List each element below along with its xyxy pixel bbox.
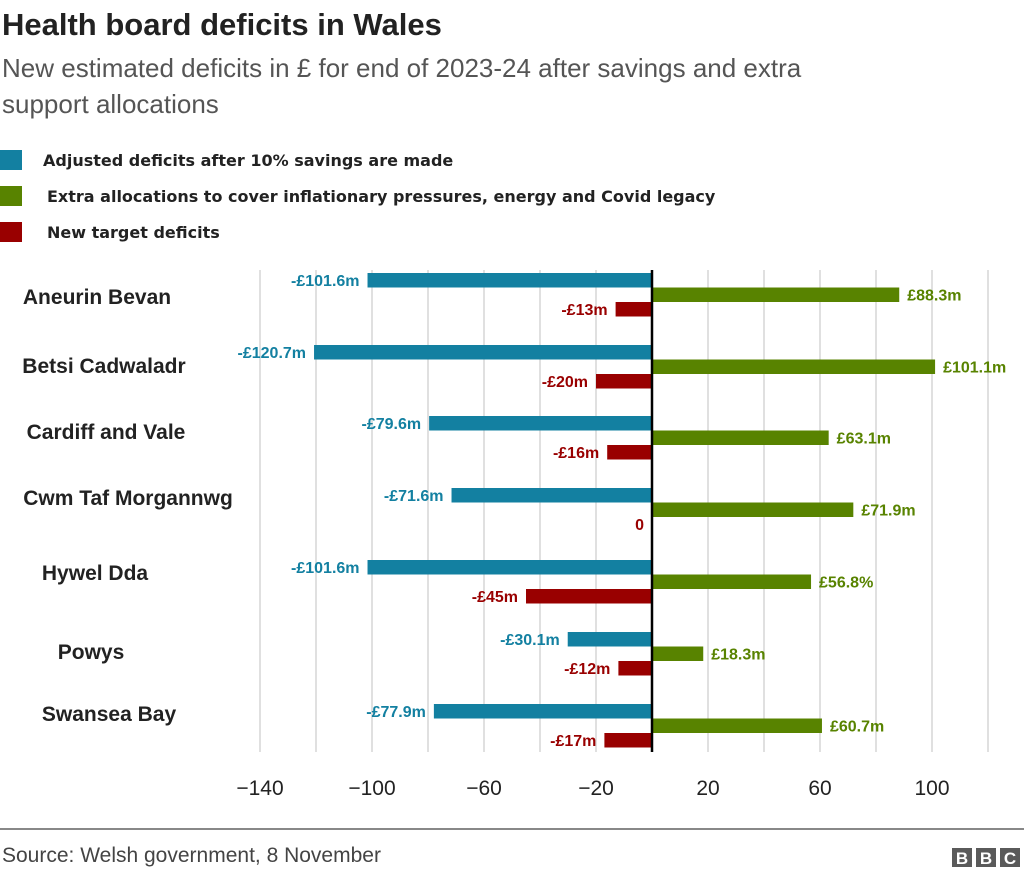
x-tick-label: 100 bbox=[914, 777, 949, 800]
value-label-target: -£13m bbox=[561, 302, 607, 319]
bar-target bbox=[607, 445, 652, 460]
chart-title: Health board deficits in Wales bbox=[2, 7, 442, 42]
bar-adjusted bbox=[567, 632, 652, 647]
subtitle-line-2: support allocations bbox=[2, 89, 219, 119]
x-tick-label: 60 bbox=[808, 777, 831, 800]
value-label-target: -£20m bbox=[542, 374, 588, 391]
value-label-adjusted: -£79.6m bbox=[362, 416, 422, 433]
x-tick-label: 20 bbox=[696, 777, 719, 800]
value-label-adjusted: -£77.9m bbox=[366, 704, 426, 721]
value-label-target: -£45m bbox=[472, 589, 518, 606]
legend-swatch-adjusted bbox=[0, 150, 22, 170]
legend-label-target: New target deficits bbox=[47, 223, 220, 242]
bar-adjusted bbox=[429, 416, 652, 431]
legend-label-adjusted: Adjusted deficits after 10% savings are … bbox=[43, 151, 453, 170]
bar-target bbox=[526, 589, 652, 604]
bar-allocations bbox=[652, 646, 704, 661]
category-label: Hywel Dda bbox=[42, 562, 149, 585]
value-label-target: -£16m bbox=[553, 445, 599, 462]
category-label: Swansea Bay bbox=[42, 703, 177, 726]
bbc-logo-block bbox=[952, 848, 972, 867]
source-text: Source: Welsh government, 8 November bbox=[2, 844, 381, 867]
bbc-logo-block bbox=[1000, 848, 1020, 867]
bar-target bbox=[615, 302, 652, 317]
value-label-adjusted: -£71.6m bbox=[384, 488, 444, 505]
bbc-logo-block bbox=[976, 848, 996, 867]
bbc-logo-letter: B bbox=[980, 849, 992, 868]
value-label-allocations: £60.7m bbox=[830, 719, 884, 736]
bar-target bbox=[596, 374, 652, 389]
bar-adjusted bbox=[367, 560, 652, 575]
bar-adjusted bbox=[451, 488, 652, 503]
value-label-target: -£12m bbox=[564, 661, 610, 678]
category-label: Powys bbox=[58, 641, 125, 664]
value-label-adjusted: -£101.6m bbox=[291, 273, 360, 290]
x-tick-label: −140 bbox=[236, 777, 283, 800]
value-label-allocations: £88.3m bbox=[907, 288, 961, 305]
bar-allocations bbox=[652, 359, 936, 374]
x-tick-label: −20 bbox=[578, 777, 614, 800]
bar-adjusted bbox=[367, 273, 652, 288]
value-label-target: -£17m bbox=[550, 733, 596, 750]
value-label-adjusted: -£30.1m bbox=[500, 632, 560, 649]
category-label: Cardiff and Vale bbox=[27, 421, 186, 444]
bar-allocations bbox=[652, 718, 822, 733]
x-tick-label: −60 bbox=[466, 777, 502, 800]
legend-label-allocations: Extra allocations to cover inflationary … bbox=[47, 187, 716, 206]
bar-allocations bbox=[652, 287, 900, 302]
value-label-allocations: £56.8% bbox=[819, 575, 873, 592]
category-label: Betsi Cadwaladr bbox=[22, 355, 185, 378]
value-label-adjusted: -£120.7m bbox=[238, 345, 307, 362]
value-label-allocations: £71.9m bbox=[861, 503, 915, 520]
value-label-allocations: £101.1m bbox=[943, 360, 1006, 377]
legend-swatch-allocations bbox=[0, 186, 22, 206]
value-label-allocations: £18.3m bbox=[711, 647, 765, 664]
bar-target bbox=[604, 733, 652, 748]
bbc-logo-letter: B bbox=[956, 849, 968, 868]
bars bbox=[314, 270, 936, 752]
x-tick-label: −100 bbox=[348, 777, 395, 800]
category-label: Cwm Taf Morgannwg bbox=[23, 487, 233, 510]
bar-adjusted bbox=[433, 704, 652, 719]
bar-allocations bbox=[652, 430, 829, 445]
bar-adjusted bbox=[314, 345, 652, 360]
category-label: Aneurin Bevan bbox=[23, 286, 171, 309]
labels: Aneurin Bevan -£101.6m £88.3m -£13m Betsi Ca… bbox=[22, 273, 1006, 750]
subtitle-line-1: New estimated deficits in £ for end of 2… bbox=[2, 53, 802, 83]
legend: Adjusted deficits after 10% savings are … bbox=[0, 150, 716, 242]
bbc-logo-letter: C bbox=[1004, 849, 1016, 868]
legend-swatch-target bbox=[0, 222, 22, 242]
bar-allocations bbox=[652, 502, 854, 517]
bar-target bbox=[618, 661, 652, 676]
value-label-target: 0 bbox=[635, 517, 644, 534]
bar-allocations bbox=[652, 574, 812, 589]
value-label-adjusted: -£101.6m bbox=[291, 560, 360, 577]
value-label-allocations: £63.1m bbox=[837, 431, 891, 448]
